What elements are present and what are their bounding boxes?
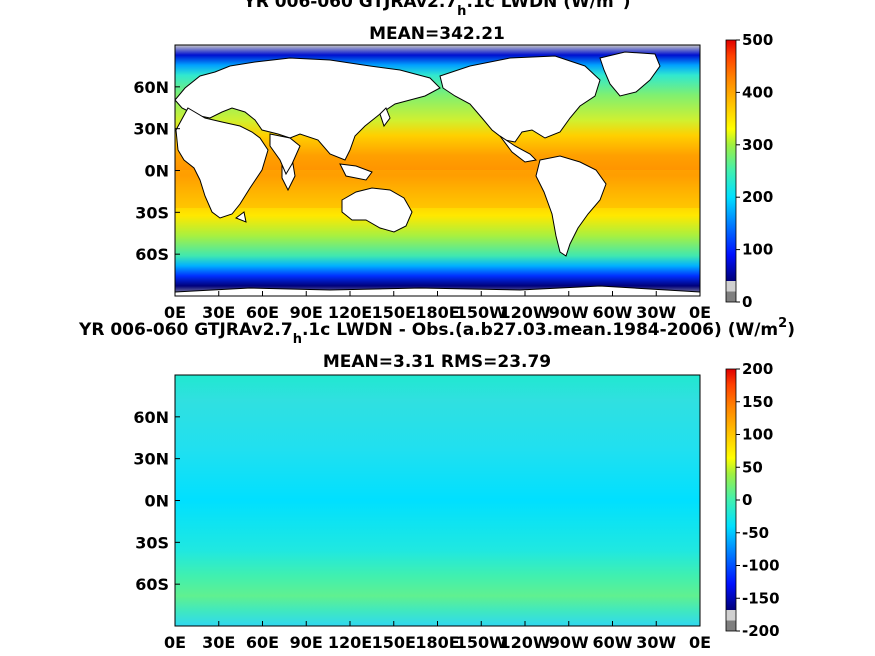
x-tick-label: 0E xyxy=(164,303,186,322)
y-tick-label: 30S xyxy=(135,533,169,552)
y-tick-label: 60S xyxy=(135,245,169,264)
x-tick-label: 30E xyxy=(202,303,235,322)
x-tick-label: 0E xyxy=(689,633,711,652)
x-tick-label: 60W xyxy=(593,303,633,322)
y-tick-label: 60S xyxy=(135,575,169,594)
y-ticks-bottom: 60N 30N 0N 30S 60S xyxy=(133,408,180,594)
colorbar-tick-label: -50 xyxy=(742,524,769,542)
colorbar-ticks-top: 500 400 300 200 100 0 xyxy=(736,31,773,311)
chart-title-bottom: YR 006-060 GTJRAv2.7h.1c LWDN - Obs.(a.b… xyxy=(78,316,795,347)
x-tick-label: 180E xyxy=(415,633,459,652)
x-tick-label: 60E xyxy=(246,633,279,652)
colorbar-tick-label: 100 xyxy=(742,241,773,259)
x-tick-label: 90W xyxy=(549,633,589,652)
colorbar-ticks-bottom: 200 150 100 50 0 -50 -100 -150 -200 xyxy=(736,360,780,640)
y-tick-label: 30N xyxy=(133,120,169,139)
x-tick-label: 120E xyxy=(328,303,372,322)
colorbar-tick-label: 0 xyxy=(742,491,752,509)
colorbar-tick-label: 200 xyxy=(742,188,773,206)
x-tick-label: 120E xyxy=(328,633,372,652)
panel-bottom: YR 006-060 GTJRAv2.7h.1c LWDN - Obs.(a.b… xyxy=(78,316,795,652)
chart-title-top: YR 006-060 GTJRAv2.7h.1c LWDN (W/m2) xyxy=(242,0,630,19)
colorbar-tick-label: -200 xyxy=(742,622,780,640)
x-tick-label: 90W xyxy=(549,303,589,322)
heatmap-field-bottom xyxy=(175,375,700,626)
colorbar-tick-label: -150 xyxy=(742,589,780,607)
x-tick-label: 90E xyxy=(290,633,323,652)
x-tick-label: 60W xyxy=(593,633,633,652)
x-tick-label: 150E xyxy=(372,303,416,322)
x-tick-label: 0E xyxy=(689,303,711,322)
colorbar-tick-label: 100 xyxy=(742,426,773,444)
x-tick-label: 150E xyxy=(372,633,416,652)
colorbar-tick-label: 500 xyxy=(742,31,773,49)
x-tick-label: 60E xyxy=(246,303,279,322)
x-tick-label: 0E xyxy=(164,633,186,652)
x-tick-label: 120W xyxy=(499,303,550,322)
colorbar-tick-label: 200 xyxy=(742,360,773,378)
x-tick-label: 30E xyxy=(202,633,235,652)
x-tick-label: 30W xyxy=(636,633,676,652)
colorbar-tick-label: 400 xyxy=(742,83,773,101)
colorbar-tick-label: 0 xyxy=(742,293,752,311)
y-tick-label: 0N xyxy=(144,162,169,181)
x-tick-label: 90E xyxy=(290,303,323,322)
colorbar-tick-label: -100 xyxy=(742,557,780,575)
y-tick-label: 30N xyxy=(133,450,169,469)
chart-subtitle-bottom: MEAN=3.31 RMS=23.79 xyxy=(323,352,551,372)
x-tick-label: 30W xyxy=(636,303,676,322)
panel-top: YR 006-060 GTJRAv2.7h.1c LWDN (W/m2) MEA… xyxy=(133,0,773,322)
colorbar-tick-label: 300 xyxy=(742,136,773,154)
y-tick-label: 60N xyxy=(133,78,169,97)
y-tick-label: 0N xyxy=(144,492,169,511)
chart-subtitle-top: MEAN=342.21 xyxy=(369,24,505,44)
y-ticks-top: 60N 30N 0N 30S 60S xyxy=(133,78,180,264)
colorbar-bottom xyxy=(725,368,737,632)
y-tick-label: 60N xyxy=(133,408,169,427)
warm-band-top xyxy=(175,170,700,208)
colorbar-tick-label: 50 xyxy=(742,458,763,476)
colorbar-top xyxy=(725,39,737,303)
x-tick-label: 150W xyxy=(456,633,507,652)
y-tick-label: 30S xyxy=(135,203,169,222)
x-tick-label: 120W xyxy=(499,633,550,652)
colorbar-tick-label: 150 xyxy=(742,393,773,411)
x-tick-label: 180E xyxy=(415,303,459,322)
x-tick-label: 150W xyxy=(456,303,507,322)
